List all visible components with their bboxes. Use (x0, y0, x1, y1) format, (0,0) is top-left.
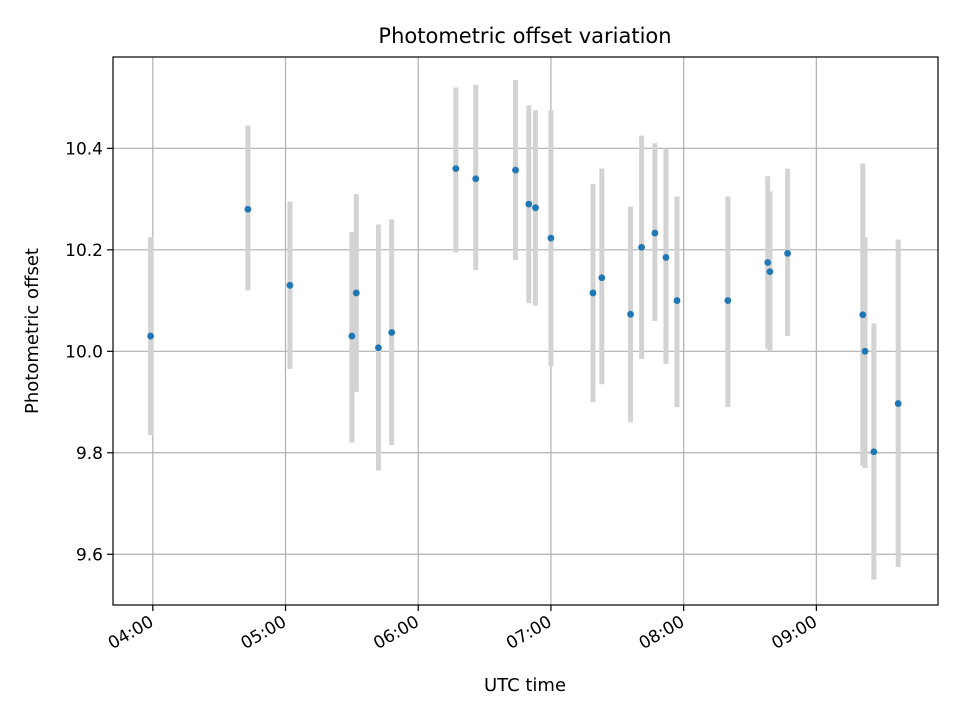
data-point (673, 297, 681, 304)
data-point (244, 205, 252, 213)
data-point (859, 311, 867, 319)
data-point (452, 165, 460, 173)
data-point (147, 332, 155, 340)
data-point (388, 329, 396, 336)
data-point (784, 249, 791, 257)
y-tick-label: 10.2 (65, 241, 103, 261)
data-point (375, 344, 382, 352)
data-point (525, 200, 533, 208)
data-point (870, 448, 878, 456)
data-point (766, 268, 774, 276)
data-point (651, 229, 659, 237)
data-point (547, 234, 555, 242)
plot-area (113, 57, 938, 605)
y-tick-label: 10.0 (65, 342, 103, 362)
data-points (147, 165, 902, 456)
chart-title: Photometric offset variation (378, 24, 671, 48)
grid-lines (113, 57, 938, 605)
y-tick-label: 9.6 (76, 545, 103, 565)
data-point (589, 289, 597, 297)
data-point (532, 204, 539, 212)
data-point (472, 175, 480, 183)
plot-frame (112, 56, 939, 606)
data-point (724, 297, 732, 304)
data-point (894, 400, 902, 407)
data-point (627, 310, 634, 318)
data-point (352, 289, 360, 297)
data-point (861, 347, 869, 355)
x-axis-label: UTC time (484, 675, 566, 696)
data-point (764, 259, 772, 266)
data-point (662, 254, 670, 261)
y-tick-label: 10.4 (65, 139, 103, 159)
y-axis-label: Photometric offset (22, 248, 43, 414)
data-point (598, 274, 606, 282)
y-tick-label: 9.8 (76, 444, 103, 464)
data-point (286, 281, 294, 289)
data-point (348, 332, 356, 340)
data-point (512, 166, 519, 174)
data-point (638, 243, 646, 251)
